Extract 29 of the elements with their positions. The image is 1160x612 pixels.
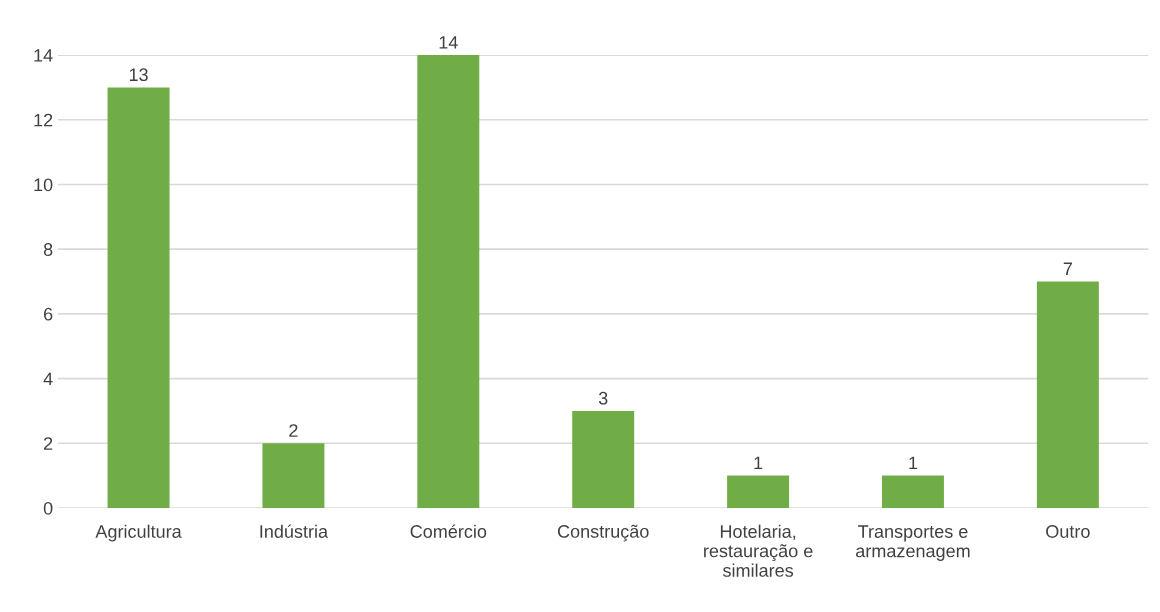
data-label: 1	[909, 456, 918, 470]
bar	[107, 87, 170, 508]
bar	[1036, 281, 1099, 508]
bar	[882, 475, 944, 508]
data-label: 7	[1063, 262, 1072, 275]
x-tick-label: Outro	[1046, 525, 1090, 538]
x-tick-label: Indústria	[260, 524, 329, 538]
bar	[727, 475, 790, 508]
y-tick-label: 0	[43, 501, 53, 515]
y-tick-label: 14	[34, 49, 53, 62]
x-tick-label: Agricultura	[95, 524, 182, 542]
data-label: 2	[289, 424, 298, 437]
bar	[572, 410, 635, 508]
y-tick-label: 4	[43, 372, 53, 386]
y-tick-label: 6	[44, 307, 53, 321]
bar	[417, 55, 480, 508]
bar	[262, 443, 325, 508]
y-tick-label: 2	[44, 437, 53, 450]
x-tick-label: Hotelaria, restauração e similares	[704, 524, 813, 577]
data-label: 14	[439, 36, 458, 49]
x-tick-label: Comércio	[410, 524, 487, 538]
y-tick-label: 8	[43, 243, 53, 256]
y-tick-label: 10	[34, 178, 53, 192]
data-label: 3	[598, 391, 608, 405]
y-tick-label: 12	[34, 113, 53, 127]
x-tick-label: Transportes e armazenagem	[856, 525, 970, 561]
data-label: 1	[754, 456, 763, 470]
x-tick-label: Construção	[557, 524, 649, 542]
data-label: 13	[129, 68, 148, 82]
